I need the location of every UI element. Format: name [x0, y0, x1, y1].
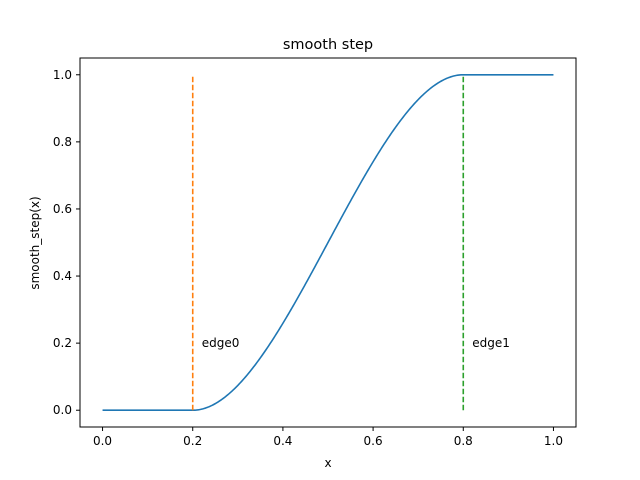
x-tick-label-2: 0.4 [273, 434, 292, 448]
plot-area: edge0 edge1 [102, 73, 554, 412]
series-line-0 [102, 73, 554, 412]
annotation-edge1: edge1 [472, 336, 510, 350]
annotation-edge0: edge0 [202, 336, 240, 350]
axes-frame [79, 57, 577, 428]
y-tick-label-5: 1.0 [53, 68, 72, 82]
x-tick-label-3: 0.6 [364, 434, 383, 448]
y-tick-label-0: 0.0 [53, 403, 72, 417]
x-tick-label-1: 0.2 [183, 434, 202, 448]
chart-title: smooth step [283, 37, 373, 53]
x-tick-label-5: 1.0 [544, 434, 563, 448]
x-axis-label: x [324, 456, 331, 470]
y-tick-label-2: 0.4 [53, 269, 72, 283]
y-tick-label-3: 0.6 [53, 202, 72, 216]
y-tick-label-4: 0.8 [53, 135, 72, 149]
x-tick-label-4: 0.8 [454, 434, 473, 448]
y-tick-label-1: 0.2 [53, 336, 72, 350]
x-tick-label-0: 0.0 [93, 434, 112, 448]
y-axis-label: smooth_step(x) [28, 196, 42, 289]
axes: 0.0 0.2 0.4 0.6 0.8 1.0 0.0 0.2 0.4 0.6 0.8 1.0 [53, 57, 577, 448]
